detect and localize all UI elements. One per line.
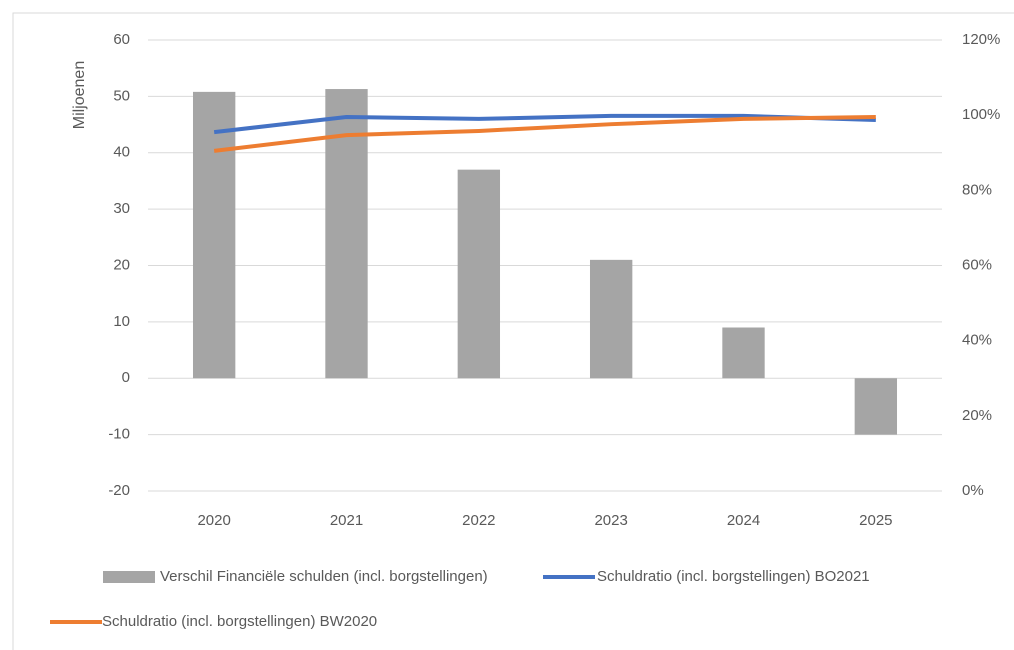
y-tick-label: -10	[108, 426, 130, 443]
legend-label: Schuldratio (incl. borgstellingen) BW202…	[102, 613, 377, 630]
y-tick-label: 50	[113, 87, 130, 104]
y-tick-label: 40	[113, 144, 130, 161]
y-tick-label: 0	[122, 369, 130, 386]
legend-label: Schuldratio (incl. borgstellingen) BO202…	[597, 568, 870, 585]
y-tick-label: 30	[113, 200, 130, 217]
y2-tick-label: 60%	[962, 256, 992, 273]
x-tick-label: 2025	[859, 512, 892, 529]
x-tick-label: 2022	[462, 512, 495, 529]
legend-swatch	[103, 571, 155, 583]
y-tick-label: 60	[113, 31, 130, 48]
line	[213, 113, 876, 135]
line	[213, 115, 876, 153]
y2-tick-label: 40%	[962, 332, 992, 349]
y2-tick-label: 100%	[962, 106, 1000, 123]
x-tick-label: 2021	[330, 512, 363, 529]
x-tick-label: 2020	[197, 512, 230, 529]
y-tick-label: -20	[108, 482, 130, 499]
bar	[457, 169, 501, 379]
y2-tick-label: 0%	[962, 482, 984, 499]
y2-tick-label: 120%	[962, 31, 1000, 48]
bar	[589, 259, 633, 379]
y2-tick-label: 80%	[962, 181, 992, 198]
y-tick-label: 10	[113, 313, 130, 330]
y2-tick-label: 20%	[962, 407, 992, 424]
x-tick-label: 2023	[594, 512, 627, 529]
y-tick-label: 20	[113, 256, 130, 273]
bar	[192, 91, 236, 379]
legend-label: Verschil Financiële schulden (incl. borg…	[160, 568, 488, 585]
y-axis-title: Miljoenen	[71, 61, 88, 129]
x-tick-label: 2024	[727, 512, 760, 529]
bar	[854, 378, 898, 435]
chart-frame	[12, 12, 1014, 650]
bar	[325, 89, 368, 379]
bar	[722, 327, 765, 379]
